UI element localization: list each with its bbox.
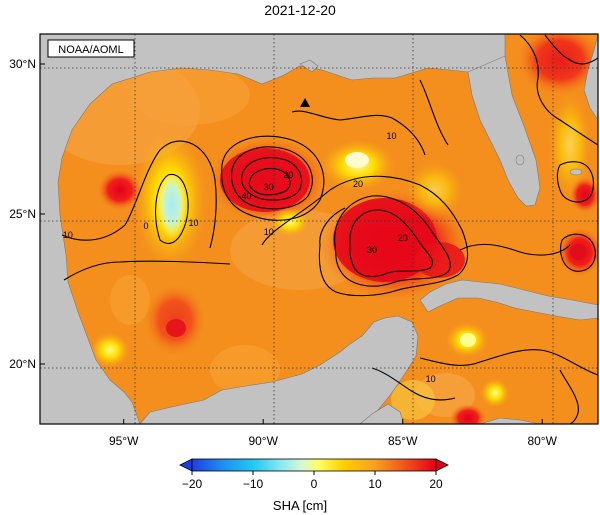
contour-label: 40 bbox=[241, 191, 251, 201]
lat-tick-label: 30°N bbox=[9, 57, 36, 71]
colorbar-low-arrow bbox=[179, 458, 193, 472]
contour-label: 30 bbox=[367, 245, 377, 255]
triangle-marker-icon bbox=[300, 98, 311, 107]
contour-label: 20 bbox=[283, 170, 293, 180]
contour-label: 10 bbox=[387, 131, 397, 141]
lon-tick-label: 90°W bbox=[248, 434, 278, 448]
contour-label: 30 bbox=[264, 182, 274, 192]
contour-lines bbox=[61, 34, 598, 424]
colorbar-high-arrow bbox=[435, 458, 449, 472]
contour-labels: 10 0 10 40 30 20 10 10 20 20 30 10 bbox=[63, 131, 436, 384]
colorbar-tick-label: 0 bbox=[311, 477, 318, 491]
colorbar-tick-label: −10 bbox=[243, 477, 264, 491]
contour-label: 10 bbox=[63, 230, 73, 240]
contour-label: 10 bbox=[426, 374, 436, 384]
map-title: 2021-12-20 bbox=[264, 2, 336, 18]
map-area: 10 0 10 40 30 20 10 10 20 20 30 10 bbox=[40, 34, 598, 424]
axis-ticks: 95°W 90°W 85°W 80°W 20°N 25°N 30°N bbox=[9, 57, 557, 448]
colorbar: −20 −10 0 10 20 bbox=[179, 458, 449, 491]
land bbox=[40, 34, 598, 424]
lon-tick-label: 95°W bbox=[109, 434, 139, 448]
lat-tick-label: 25°N bbox=[9, 207, 36, 221]
colorbar-label: SHA [cm] bbox=[272, 498, 328, 513]
lon-tick-label: 80°W bbox=[527, 434, 557, 448]
contour-label: 0 bbox=[144, 221, 149, 231]
contour-label: 10 bbox=[264, 227, 274, 237]
credit-text: NOAA/AOML bbox=[58, 44, 123, 56]
colorbar-tick-label: 20 bbox=[429, 477, 443, 491]
contour-label: 10 bbox=[188, 218, 198, 228]
colorbar-tick-label: 10 bbox=[368, 477, 382, 491]
credit-box: NOAA/AOML bbox=[47, 39, 135, 58]
lon-tick-label: 85°W bbox=[388, 434, 418, 448]
graticule bbox=[40, 34, 598, 424]
contour-label: 20 bbox=[398, 233, 408, 243]
colorbar-tick-label: −20 bbox=[182, 477, 203, 491]
colorbar-scale bbox=[191, 458, 437, 472]
contour-label: 20 bbox=[353, 179, 363, 189]
lat-tick-label: 20°N bbox=[9, 357, 36, 371]
map-frame bbox=[39, 33, 599, 425]
